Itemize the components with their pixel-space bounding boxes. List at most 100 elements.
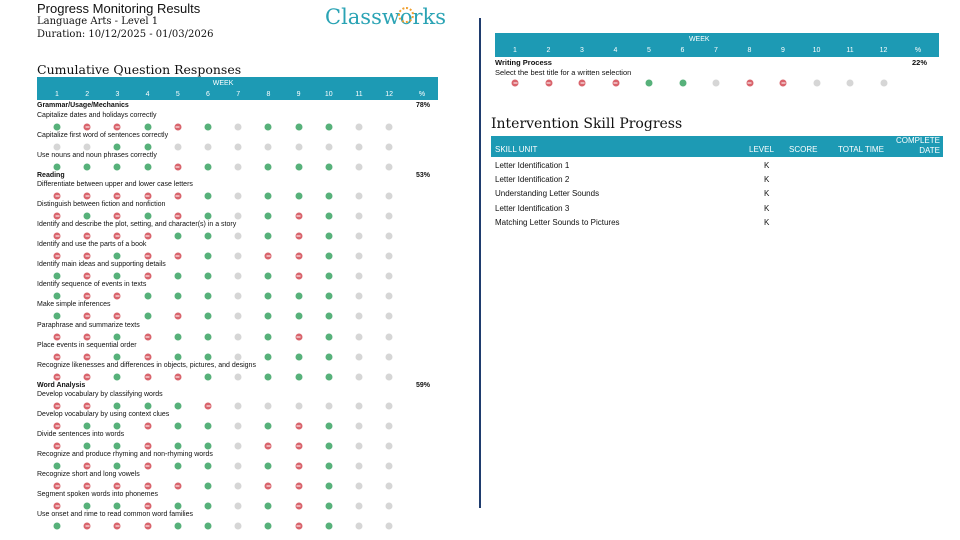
result-dot (295, 272, 303, 280)
result-dot (355, 212, 363, 220)
table-cell: K (764, 189, 770, 199)
result-dot (385, 333, 393, 340)
result-dot (295, 402, 303, 410)
result-dot (83, 272, 91, 280)
group-name: Grammar/Usage/Mechanics (37, 102, 129, 109)
result-dot (113, 422, 121, 430)
result-dot (295, 462, 303, 470)
result-dot (83, 422, 91, 430)
result-dot (174, 462, 182, 470)
result-dot (545, 79, 552, 86)
section-title: Intervention Skill Progress (491, 116, 683, 132)
result-dot (295, 192, 303, 200)
result-dot (325, 502, 333, 510)
week-label: WEEK (688, 36, 710, 43)
result-dot (355, 232, 363, 240)
result-dot (113, 522, 121, 530)
result-dot (295, 232, 303, 240)
result-dot (53, 353, 61, 361)
result-dot (234, 482, 242, 490)
skill-name: Identify and describe the plot, setting,… (37, 221, 237, 229)
result-dot (355, 292, 363, 300)
result-dot (712, 79, 720, 86)
result-dot (295, 422, 303, 430)
result-dot (174, 402, 182, 410)
result-dot (264, 143, 272, 151)
week-number: 3 (580, 47, 584, 54)
result-dot (144, 333, 152, 340)
result-dot (174, 163, 182, 171)
result-dot (83, 482, 91, 490)
result-dot (174, 373, 182, 381)
result-dot (264, 502, 272, 510)
column-header: SKILL UNIT (495, 145, 538, 154)
skill-name: Paraphrase and summarize texts (37, 321, 140, 329)
result-dot (113, 272, 121, 280)
week-number: 6 (206, 91, 210, 98)
result-dot (325, 373, 333, 381)
result-dot (53, 143, 61, 151)
skill-name: Identify and use the parts of a book (37, 241, 147, 249)
result-dot (204, 522, 212, 530)
result-dot (355, 312, 363, 320)
result-dot (355, 442, 363, 450)
week-number: 11 (846, 47, 854, 54)
result-dot (295, 333, 303, 340)
week-number: 4 (613, 47, 618, 54)
result-dot (83, 333, 91, 340)
result-dot (174, 502, 182, 510)
result-dot (174, 353, 182, 361)
result-dot (264, 312, 272, 320)
divider (479, 18, 481, 508)
result-dot (174, 192, 182, 200)
result-dot (325, 353, 333, 361)
skill-name: Identify sequence of events in texts (37, 281, 147, 289)
result-dot (174, 252, 182, 260)
result-dot (325, 143, 333, 151)
group-name: Writing Process (495, 58, 552, 67)
result-dot (295, 522, 303, 530)
result-dot (83, 212, 91, 220)
result-dot (144, 163, 152, 171)
column-header: LEVEL (749, 145, 774, 154)
table-cell: K (764, 161, 770, 170)
result-dot (612, 79, 619, 86)
result-dot (264, 232, 272, 240)
result-dot (144, 522, 152, 530)
result-dot (113, 143, 121, 151)
week-label: WEEK (212, 80, 234, 87)
result-dot (174, 292, 182, 300)
result-dot (113, 232, 121, 240)
result-dot (144, 442, 152, 450)
result-dot (264, 522, 272, 530)
result-dot (325, 123, 333, 130)
result-dot (83, 402, 91, 410)
group-name: Word Analysis (37, 381, 86, 389)
percent-label: % (914, 47, 922, 54)
result-dot (264, 333, 272, 340)
week-number: 4 (145, 91, 150, 98)
result-dot (53, 272, 61, 280)
result-dot (83, 522, 91, 530)
result-dot (295, 252, 303, 260)
column-header: SCORE (789, 145, 818, 154)
result-dot (83, 353, 91, 361)
result-dot (264, 212, 272, 220)
result-dot (234, 163, 242, 171)
result-dot (53, 333, 61, 340)
table-cell: Letter Identification 2 (495, 175, 570, 185)
result-dot (113, 292, 121, 300)
week-number: 9 (781, 47, 785, 54)
week-header-bar (37, 77, 438, 100)
result-dot (53, 373, 61, 381)
result-dot (645, 79, 653, 86)
result-dot (385, 163, 393, 171)
result-dot (83, 373, 91, 381)
result-dot (174, 272, 182, 280)
week-number: 8 (747, 47, 752, 54)
result-dot (234, 442, 242, 450)
result-dot (204, 333, 212, 340)
result-dot (53, 123, 61, 130)
group-percent: 78% (416, 102, 431, 109)
logo-sun (398, 7, 414, 23)
